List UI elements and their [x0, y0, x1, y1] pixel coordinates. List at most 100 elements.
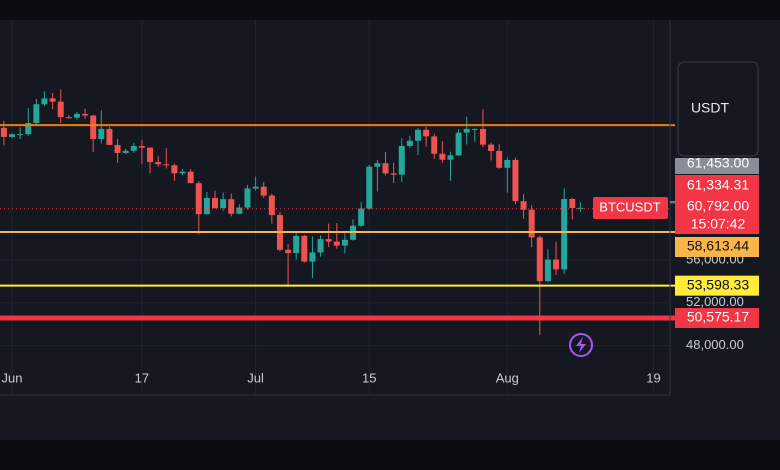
- candle-body: [463, 128, 470, 133]
- candle-body: [212, 197, 218, 208]
- level-label: 50,575.17: [687, 309, 749, 325]
- candle-body: [528, 209, 535, 238]
- last-price-label: 60,792.00: [687, 198, 749, 214]
- candle-body: [512, 159, 519, 202]
- candle-body: [33, 104, 40, 124]
- candle-body: [65, 117, 72, 119]
- candle-body: [220, 199, 227, 208]
- candle-body: [138, 146, 145, 148]
- candle-body: [366, 166, 373, 209]
- level-label: 53,598.33: [687, 276, 749, 292]
- marker-tag: [675, 158, 759, 174]
- candle-body: [309, 252, 316, 262]
- candle-body: [496, 150, 503, 168]
- candle-body: [398, 145, 405, 175]
- candle-body: [0, 127, 7, 137]
- candle-body: [569, 198, 576, 208]
- candle-body: [147, 147, 154, 163]
- candle-body: [423, 129, 430, 137]
- candle-body: [106, 128, 113, 145]
- plot: [0, 89, 675, 335]
- top-bar: [0, 0, 780, 20]
- line-tags: 58,613.44 53,598.33 50,575.17: [675, 237, 759, 329]
- candle-body: [268, 195, 275, 216]
- candle-body: [171, 165, 178, 174]
- y-tick-label: 48,000.00: [686, 337, 744, 352]
- candle-body: [90, 115, 97, 140]
- candle-body: [455, 132, 462, 156]
- candle-body: [9, 134, 15, 137]
- candle-body: [536, 237, 543, 282]
- candle-body: [488, 144, 495, 151]
- marker-label: 61,453.00: [687, 155, 749, 171]
- candle-body: [479, 128, 486, 145]
- level-label: 58,613.44: [687, 238, 749, 254]
- candle-body: [285, 249, 292, 254]
- bottom-bar: [0, 440, 780, 470]
- candle-body: [130, 146, 137, 151]
- candle-body: [520, 201, 527, 210]
- symbol-label: BTCUSDT: [599, 199, 660, 214]
- candle-body: [260, 186, 267, 196]
- candle-body: [203, 197, 210, 215]
- x-tick-label: Aug: [496, 370, 519, 385]
- candle-body: [244, 188, 251, 208]
- candle-body: [293, 235, 300, 254]
- candle-body: [25, 123, 32, 135]
- candle-body: [82, 113, 89, 116]
- candle-body: [41, 98, 48, 105]
- candle-body: [390, 173, 397, 175]
- candle-body: [195, 183, 202, 215]
- candle-body: [73, 113, 80, 118]
- countdown: 15:07:42: [691, 216, 746, 232]
- candle-body: [228, 199, 235, 214]
- level-tag: [675, 308, 759, 329]
- level-tag: [675, 275, 759, 296]
- candle-body: [49, 98, 56, 102]
- candle-body: [187, 171, 194, 184]
- marker-label: 61,334.31: [687, 177, 749, 193]
- alert-icon[interactable]: [569, 333, 593, 357]
- candle-body: [236, 207, 243, 214]
- candle-body: [341, 239, 348, 246]
- candle-body: [98, 128, 105, 140]
- candle-body: [382, 163, 389, 174]
- candle-body: [544, 259, 551, 282]
- candle-body: [439, 153, 446, 160]
- panel: [0, 20, 780, 440]
- candle-body: [471, 128, 478, 130]
- candle-body: [561, 198, 568, 270]
- candle-body: [415, 129, 421, 141]
- candle-body: [122, 150, 129, 153]
- candle-body: [252, 186, 259, 189]
- currency-label: USDT: [691, 100, 730, 116]
- x-tick-label: Jun: [2, 370, 23, 385]
- symbol-tag[interactable]: [593, 197, 668, 219]
- y-tick-label: 52,000.00: [686, 294, 744, 309]
- candle-body: [163, 164, 170, 166]
- candle-body: [553, 259, 560, 270]
- candle-body: [155, 162, 162, 165]
- candle-body: [301, 235, 308, 262]
- candle-body: [17, 134, 24, 136]
- alert-bolt: [576, 337, 586, 353]
- level-tag: [675, 237, 759, 257]
- candle-body: [504, 159, 511, 168]
- x-tick-label: 15: [362, 370, 376, 385]
- candle-body: [406, 140, 413, 146]
- candle-body: [358, 208, 365, 226]
- candle-body: [114, 144, 121, 153]
- candle-body: [325, 239, 332, 242]
- candle-body: [333, 241, 340, 246]
- candle-body: [317, 239, 324, 253]
- price-tag: [675, 175, 759, 234]
- candle-body: [431, 136, 438, 154]
- candle-body: [374, 163, 381, 167]
- x-tick-label: 19: [646, 370, 660, 385]
- candle-body: [447, 155, 454, 160]
- currency-box[interactable]: [677, 61, 759, 157]
- x-tick-label: Jul: [247, 370, 264, 385]
- candle-body: [179, 171, 186, 174]
